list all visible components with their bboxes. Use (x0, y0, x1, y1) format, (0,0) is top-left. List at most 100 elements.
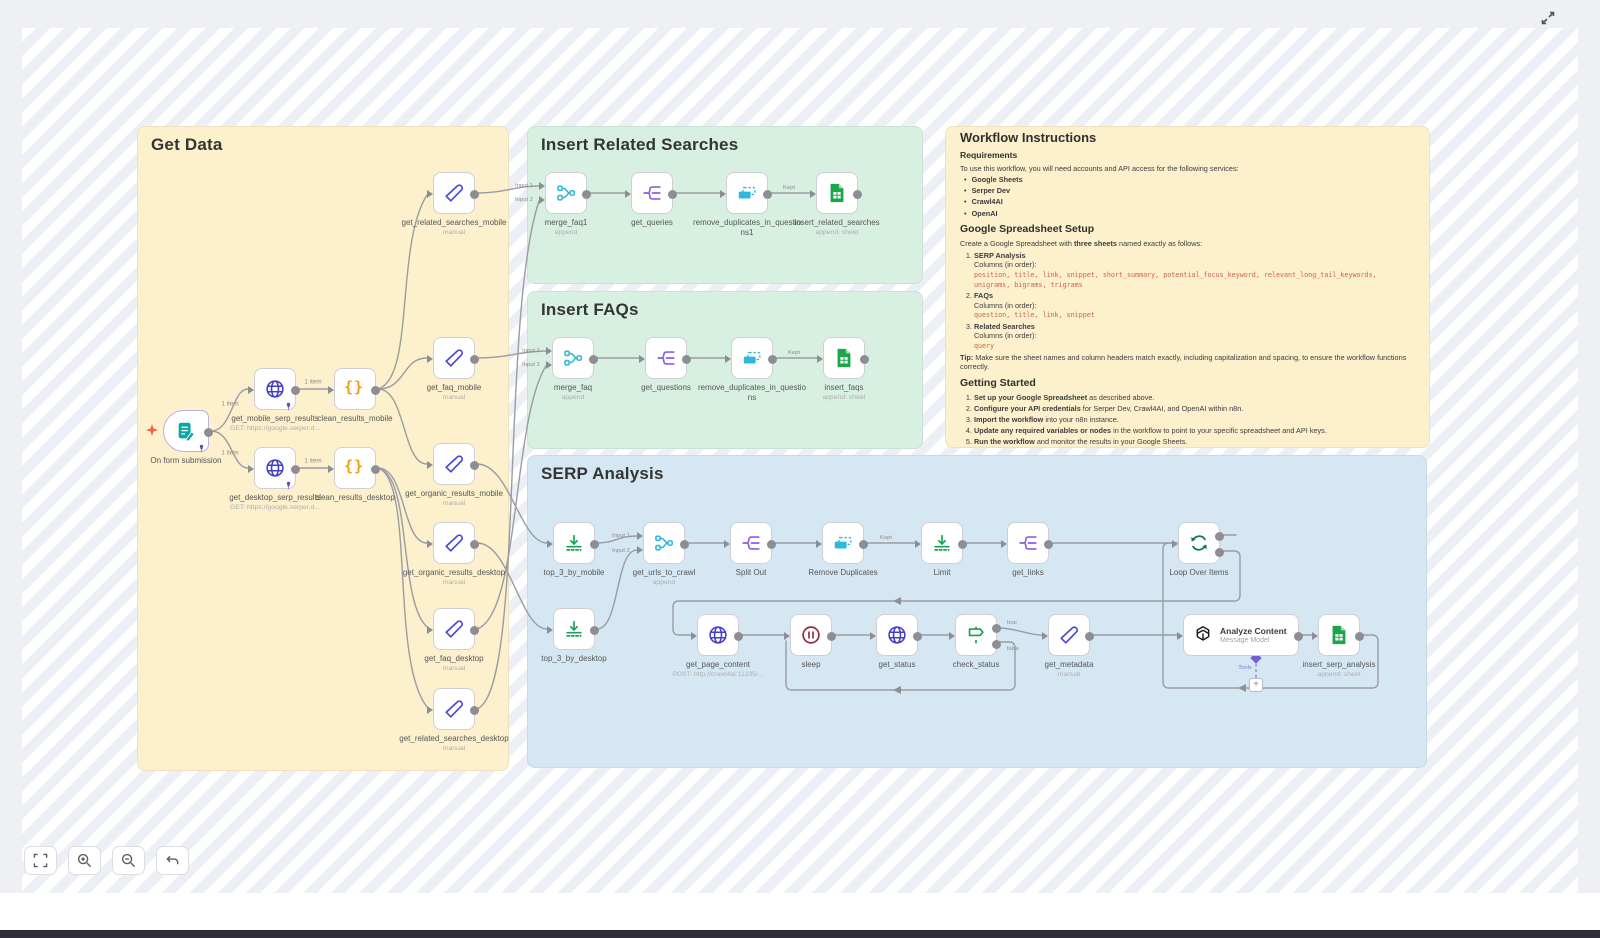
node-merge-faq1[interactable]: merge_faq1 append (539, 172, 591, 236)
node-check-status[interactable]: check_status (949, 614, 1001, 669)
input-port[interactable] (547, 539, 553, 548)
input-port[interactable] (637, 532, 643, 540)
node-get-faq-desktop[interactable]: get_faq_desktop manual (424, 608, 484, 672)
output-port[interactable] (470, 705, 479, 715)
input-port[interactable] (1312, 631, 1318, 640)
output-port[interactable] (860, 354, 869, 364)
input-port[interactable] (725, 354, 731, 363)
input-port[interactable] (427, 354, 433, 363)
node-get-page-content[interactable]: get_page_content POST: http://crawl4ai:11… (672, 614, 764, 678)
output-port[interactable] (913, 631, 922, 641)
output-port[interactable] (680, 539, 689, 549)
node-remove-duplicates[interactable]: Remove Duplicates (808, 522, 878, 577)
input-port[interactable] (248, 385, 254, 394)
input-port[interactable] (427, 705, 433, 714)
node-get-status[interactable]: get_status (870, 614, 922, 669)
input-port[interactable] (625, 189, 631, 198)
input-port[interactable] (870, 631, 876, 640)
node-get-desktop-serp-results[interactable]: get_desktop_serp_results GET: https://goo… (229, 447, 321, 511)
output-port[interactable] (371, 464, 380, 474)
output-port[interactable] (204, 427, 213, 437)
input-port[interactable] (816, 539, 822, 548)
output-port[interactable] (371, 385, 380, 395)
output-port[interactable] (859, 539, 868, 549)
input-port[interactable] (546, 361, 552, 369)
node-analyze-content[interactable]: Analyze Content Message Model (1177, 614, 1303, 656)
input-port[interactable] (427, 460, 433, 469)
node-remove-duplicates-in-questions1[interactable]: remove_duplicates_in_questions1 (693, 172, 801, 237)
input-port[interactable] (915, 539, 921, 548)
output-port[interactable] (734, 631, 743, 641)
input-port[interactable] (427, 625, 433, 634)
input-port[interactable] (639, 354, 645, 363)
input-port[interactable] (547, 625, 553, 634)
node-get-queries[interactable]: get_queries (625, 172, 677, 227)
add-tool-button[interactable]: + (1249, 678, 1263, 692)
input-port[interactable] (1177, 631, 1183, 640)
output-port[interactable] (590, 539, 599, 549)
node-sleep[interactable]: sleep (784, 614, 836, 669)
input-port[interactable] (539, 182, 545, 190)
output-port[interactable] (1085, 631, 1094, 641)
output-port[interactable] (763, 189, 772, 199)
input-port[interactable] (539, 196, 545, 204)
sticky-note-workflow-instructions[interactable]: Workflow Instructions Requirements To us… (945, 126, 1430, 448)
node-top-3-by-desktop[interactable]: top_3_by_desktop (541, 608, 607, 663)
output-port[interactable] (470, 460, 479, 470)
output-port[interactable] (470, 354, 479, 364)
zoom-in-button[interactable] (68, 846, 101, 875)
input-port[interactable] (427, 189, 433, 198)
input-port[interactable] (546, 347, 552, 355)
input-port[interactable] (1172, 539, 1178, 548)
output-port[interactable] (590, 625, 599, 635)
input-port[interactable] (248, 464, 254, 473)
node-split-out[interactable]: Split Out (724, 522, 776, 577)
output-port[interactable] (291, 464, 300, 474)
output-port[interactable] (582, 189, 591, 199)
input-port[interactable] (427, 539, 433, 548)
input-port[interactable] (720, 189, 726, 198)
output-port[interactable] (992, 624, 1001, 633)
input-port[interactable] (949, 631, 955, 640)
input-port[interactable] (817, 354, 823, 363)
node-get-faq-mobile[interactable]: get_faq_mobile manual (427, 337, 481, 401)
node-remove-duplicates-in-questions[interactable]: remove_duplicates_in_questions (698, 337, 806, 402)
output-port[interactable] (767, 539, 776, 549)
node-get-mobile-serp-results[interactable]: get_mobile_serp_results GET: https://goog… (230, 368, 320, 432)
node-merge-faq[interactable]: merge_faq append (546, 337, 598, 401)
node-clean-results-mobile[interactable]: {} clean_results_mobile (317, 368, 393, 423)
fit-view-button[interactable] (24, 846, 57, 875)
expand-button[interactable] (1540, 10, 1556, 26)
node-insert-faqs-node[interactable]: insert_faqs append: sheet (817, 337, 869, 401)
node-clean-results-desktop[interactable]: {} clean_results_desktop (315, 447, 395, 502)
node-get-organic-results-desktop[interactable]: get_organic_results_desktop manual (403, 522, 505, 586)
node-top-3-by-mobile[interactable]: top_3_by_mobile (544, 522, 604, 577)
node-get-metadata[interactable]: get_metadata manual (1042, 614, 1094, 678)
output-port[interactable] (853, 189, 862, 199)
input-port[interactable] (691, 631, 697, 640)
input-port[interactable] (328, 385, 334, 394)
input-port[interactable] (1001, 539, 1007, 548)
output-port[interactable] (291, 385, 300, 395)
node-loop-over-items[interactable]: Loop Over Items (1169, 522, 1229, 577)
node-get-questions[interactable]: get_questions (639, 337, 691, 392)
zoom-out-button[interactable] (112, 846, 145, 875)
node-get-related-searches-mobile[interactable]: get_related_searches_mobile manual (402, 172, 506, 236)
output-port[interactable] (589, 354, 598, 364)
undo-button[interactable] (156, 846, 189, 875)
input-port[interactable] (637, 546, 643, 554)
output-port[interactable] (668, 189, 677, 199)
output-port[interactable] (470, 189, 479, 199)
output-port[interactable] (1044, 539, 1053, 549)
output-port[interactable] (1215, 548, 1224, 557)
input-port[interactable] (328, 464, 334, 473)
node-insert-related-searches-node[interactable]: insert_related_searches append: sheet (794, 172, 880, 236)
node-insert-serp-analysis[interactable]: insert_serp_analysis append: sheet (1303, 614, 1375, 678)
input-port[interactable] (810, 189, 816, 198)
output-port[interactable] (1355, 631, 1364, 641)
output-port[interactable] (827, 631, 836, 641)
sticky-note-serp-analysis[interactable]: SERP Analysis (527, 455, 1427, 768)
output-port[interactable] (768, 354, 777, 364)
output-port[interactable] (682, 354, 691, 364)
node-get-urls-to-crawl[interactable]: get_urls_to_crawl append (633, 522, 695, 586)
